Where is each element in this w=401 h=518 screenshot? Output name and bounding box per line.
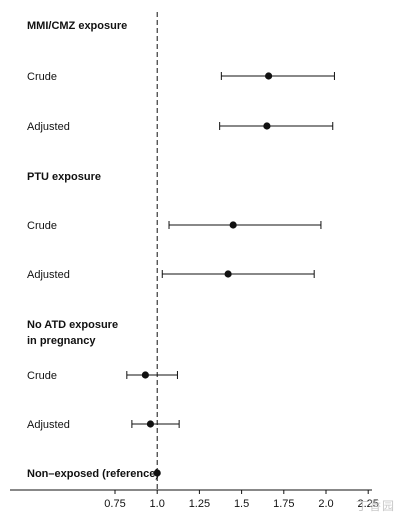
row-estimate: Crude	[27, 71, 335, 83]
x-tick-label: 2.0	[318, 498, 333, 510]
row-label: Non–exposed (reference)	[27, 468, 159, 480]
x-axis-ticks: 0.75 1.0 1.25 1.5 1.75 2.0 2.25	[104, 490, 379, 510]
row-label: Adjusted	[27, 419, 70, 431]
row-label: Crude	[27, 370, 57, 382]
group-header-label: No ATD exposure	[27, 319, 118, 331]
row-header: No ATD exposure in pregnancy	[27, 319, 118, 347]
watermark: 丁香园	[355, 499, 395, 513]
group-header-label: PTU exposure	[27, 171, 101, 183]
plot-area	[10, 12, 372, 491]
x-tick-label: 0.75	[104, 498, 125, 510]
point-estimate	[146, 420, 155, 428]
point-estimate	[265, 72, 273, 80]
point-estimate	[263, 122, 271, 130]
row-estimate: Crude	[27, 220, 322, 232]
row-label: Crude	[27, 71, 57, 83]
row-reference: Non–exposed (reference)	[27, 468, 161, 480]
row-estimate: Crude	[27, 370, 178, 382]
point-estimate	[229, 221, 237, 229]
row-estimate: Adjusted	[27, 269, 315, 281]
row-estimate: Adjusted	[27, 419, 180, 431]
x-tick-label: 1.5	[234, 498, 249, 510]
group-header-label-line2: in pregnancy	[27, 335, 96, 347]
point-estimate	[141, 371, 149, 379]
point-estimate	[224, 270, 232, 278]
x-tick-label: 1.0	[150, 498, 165, 510]
row-header: MMI/CMZ exposure	[27, 20, 127, 32]
x-tick-label: 2.25	[357, 498, 378, 510]
rows: MMI/CMZ exposure Crude Adjusted PTU exposur…	[27, 20, 335, 480]
x-tick-label: 1.75	[273, 498, 294, 510]
row-label: Crude	[27, 220, 57, 232]
row-estimate: Adjusted	[27, 121, 334, 133]
point-estimate	[153, 469, 161, 477]
row-header: PTU exposure	[27, 171, 101, 183]
group-header-label: MMI/CMZ exposure	[27, 20, 127, 32]
row-label: Adjusted	[27, 269, 70, 281]
x-tick-label: 1.25	[189, 498, 210, 510]
row-label: Adjusted	[27, 121, 70, 133]
